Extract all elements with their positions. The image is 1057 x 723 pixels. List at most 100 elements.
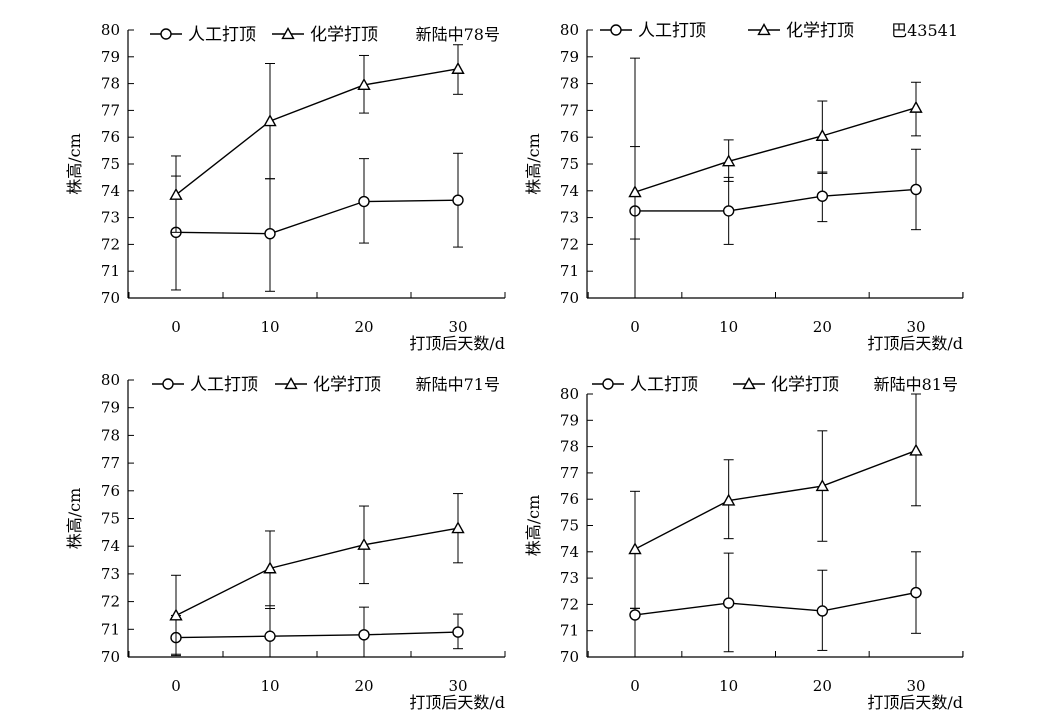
y-tick-label: 79 [560,411,579,429]
y-tick-label: 76 [560,490,579,508]
y-tick-label: 78 [101,426,120,444]
series-chemical-topping [169,44,465,233]
cultivar-label: 新陆中71号 [416,375,500,394]
data-point-triangle [451,521,465,534]
series-line [175,527,459,617]
x-axis-label: 打顶后天数/d [867,693,963,712]
y-tick-label: 70 [560,289,579,307]
x-tick-label: 10 [260,318,279,336]
y-tick-label: 71 [560,262,579,280]
data-point-circle [358,195,370,208]
x-tick-label: 10 [260,677,279,695]
data-point-triangle [909,100,923,113]
data-point-triangle [815,479,830,492]
data-point-triangle [357,77,371,91]
y-tick-label: 80 [560,21,579,39]
series-manual-topping [629,551,922,658]
y-tick-label: 72 [101,593,120,611]
y-tick-label: 78 [101,75,120,93]
y-axis-label: 株高/cm [524,495,543,557]
legend: 人工打顶 化学打顶 [150,25,378,45]
data-point-triangle [451,61,465,74]
legend-marker-triangle [742,377,756,390]
x-tick-label: 30 [448,677,467,695]
y-tick-label: 74 [560,182,579,200]
data-point-triangle [628,185,642,198]
x-tick-label: 20 [813,677,832,695]
series-line [175,631,459,639]
x-tick-label: 0 [171,677,181,695]
data-point-circle [264,630,276,642]
y-tick-label: 71 [101,620,120,638]
data-point-triangle [721,154,736,167]
legend-marker-triangle [284,377,298,390]
y-tick-label: 76 [101,128,120,146]
x-axis-label: 打顶后天数/d [409,693,505,712]
legend-label: 化学打顶 [310,25,378,45]
y-tick-label: 71 [101,262,120,280]
legend-label: 化学打顶 [313,375,381,395]
legend-marker-circle [162,378,174,390]
y-tick-label: 70 [101,289,120,307]
y-tick-label: 72 [560,595,579,613]
data-point-circle [629,609,641,621]
x-tick-label: 0 [630,318,640,336]
series-line [175,68,459,196]
x-tick-label: 20 [813,318,832,336]
x-tick-label: 20 [354,677,373,695]
data-point-circle [722,205,735,217]
legend: 人工打顶 化学打顶 [600,21,854,41]
x-axis-label: 打顶后天数/d [867,334,963,353]
y-tick-label: 80 [101,21,120,39]
series-chemical-topping [628,393,923,609]
series-chemical-topping [169,493,465,657]
y-tick-label: 70 [101,648,120,666]
legend-label: 人工打顶 [188,25,256,45]
y-tick-label: 73 [101,209,120,227]
y-axis-label: 株高/cm [65,133,84,195]
y-axis-label: 株高/cm [65,488,84,550]
data-point-triangle [815,128,830,141]
data-point-circle [910,183,922,196]
y-tick-label: 72 [101,235,120,253]
data-point-triangle [169,608,183,621]
data-point-circle [264,227,276,240]
legend-label: 人工打顶 [190,375,258,395]
cultivar-label: 新陆中78号 [416,25,500,44]
y-tick-label: 70 [560,648,579,666]
y-axis-label: 株高/cm [524,133,543,195]
y-tick-label: 73 [560,209,579,227]
y-tick-label: 80 [101,371,120,389]
y-tick-label: 79 [560,48,579,66]
series-chemical-topping [628,57,923,240]
y-tick-label: 79 [101,399,120,417]
legend: 人工打顶 化学打顶 [152,375,381,395]
y-tick-label: 71 [560,622,579,640]
x-axis-label: 打顶后天数/d [409,334,505,353]
series-line [634,449,917,550]
y-tick-label: 74 [560,543,579,561]
series-line [634,107,917,193]
legend-marker-circle [610,24,622,36]
series-line [175,199,459,235]
y-tick-label: 80 [560,385,579,403]
data-point-circle [358,629,370,641]
y-tick-label: 74 [101,537,120,555]
y-tick-label: 77 [101,454,120,472]
data-point-triangle [357,537,371,550]
cultivar-label: 新陆中81号 [874,375,958,394]
data-point-circle [452,626,464,638]
y-tick-label: 79 [101,48,120,66]
legend-marker-triangle [757,23,771,36]
x-tick-label: 0 [630,677,640,695]
data-point-circle [722,597,735,609]
y-tick-label: 77 [560,101,579,119]
y-tick-label: 75 [101,510,120,528]
data-point-triangle [263,114,277,127]
x-tick-label: 30 [906,677,925,695]
y-tick-label: 73 [101,565,120,583]
y-tick-label: 75 [101,155,120,173]
